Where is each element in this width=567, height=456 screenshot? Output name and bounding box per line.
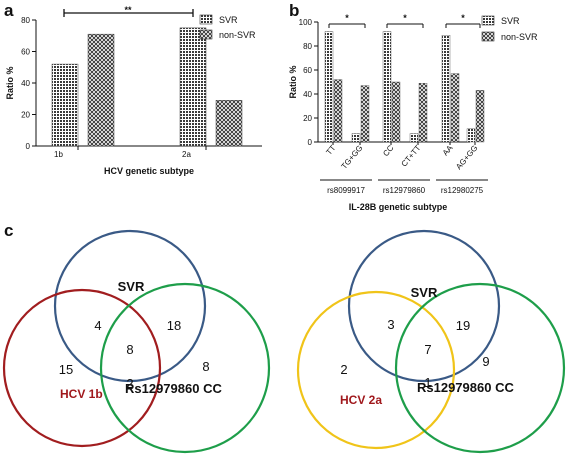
panel-a-letter: a bbox=[4, 1, 14, 20]
chart-b-group-label: rs12979860 bbox=[383, 186, 426, 195]
chart-a-ylabel: Ratio % bbox=[5, 66, 15, 99]
venn-2-count-hcv-only: 2 bbox=[340, 362, 347, 377]
venn-2-count-hcv-rs: 1 bbox=[424, 375, 431, 390]
venn-1-count-svr-hcv: 4 bbox=[94, 318, 101, 333]
chart-b-ytick-label: 80 bbox=[303, 42, 312, 51]
chart-a-ytick-label: 0 bbox=[26, 142, 31, 151]
venn-2-rs-label: Rs12979860 CC bbox=[417, 380, 514, 395]
venn-diagram-1b: SVR 4 18 8 15 2 8 HCV 1b Rs12979860 CC bbox=[2, 229, 271, 454]
chart-a-bar-2a-svr bbox=[179, 27, 207, 147]
chart-a-xtick-label: 1b bbox=[54, 150, 63, 159]
venn-2-rs-circle bbox=[394, 282, 566, 454]
venn-2-count-svr-rs: 19 bbox=[456, 318, 470, 333]
chart-b-xtick-label: AA bbox=[441, 143, 455, 157]
panel-b-letter: b bbox=[289, 1, 299, 20]
legend-a-nonsvr-label: non-SVR bbox=[219, 30, 256, 40]
chart-a-sig-label: ** bbox=[124, 5, 132, 15]
legend-a-svr-label: SVR bbox=[219, 15, 238, 25]
chart-a-xtick-label: 2a bbox=[182, 150, 191, 159]
chart-a-xlabel: HCV genetic subtype bbox=[104, 166, 194, 176]
venn-1-count-svr-rs: 18 bbox=[167, 318, 181, 333]
chart-b-bar-AA-svr bbox=[441, 35, 451, 143]
chart-b-bar-CC-svr bbox=[382, 31, 392, 143]
venn-1-count-hcv-rs: 2 bbox=[126, 376, 133, 391]
legend-a-nonsvr-swatch bbox=[199, 29, 213, 40]
legend-b-svr-swatch bbox=[481, 15, 495, 26]
chart-b-sig-label: * bbox=[345, 13, 349, 23]
chart-b-group-label: rs12980275 bbox=[441, 186, 484, 195]
venn-1-hcv-label: HCV 1b bbox=[60, 387, 103, 401]
venn-diagram-2a: SVR 3 19 7 2 1 9 HCV 2a Rs12979860 CC bbox=[296, 229, 566, 454]
chart-b-xtick-label: TG+GG bbox=[339, 144, 364, 171]
chart-b-xtick-label: TT bbox=[324, 143, 337, 156]
venn-2-count-all: 7 bbox=[424, 342, 431, 357]
legend-a-svr-swatch bbox=[199, 14, 213, 25]
chart-a-ytick-label: 60 bbox=[21, 48, 30, 57]
chart-a-ytick-label: 80 bbox=[21, 16, 30, 25]
chart-a-legend: SVR non-SVR bbox=[199, 14, 256, 40]
legend-b-nonsvr-label: non-SVR bbox=[501, 32, 538, 42]
venn-1-rs-circle bbox=[99, 282, 271, 454]
chart-b-legend: SVR non-SVR bbox=[481, 15, 538, 42]
chart-b-bar-TT-svr bbox=[324, 31, 334, 143]
chart-b-bar-AG-GG-non-svr bbox=[475, 90, 485, 143]
chart-a: 0 20 40 60 80 1b 2a Ratio % HCV genetic subty… bbox=[5, 5, 262, 176]
chart-b-bar-AA-non-svr bbox=[450, 73, 460, 143]
chart-b-ytick-label: 0 bbox=[308, 138, 313, 147]
chart-b-bar-TG-GG-non-svr bbox=[360, 85, 370, 143]
chart-b-bar-CC-non-svr bbox=[391, 81, 401, 143]
venn-1-count-rs-only: 8 bbox=[202, 359, 209, 374]
chart-b-bar-AG-GG-svr bbox=[466, 128, 476, 143]
chart-b-sig-label: * bbox=[461, 13, 465, 23]
chart-b-ytick-label: 40 bbox=[303, 90, 312, 99]
venn-1-svr-circle bbox=[53, 229, 207, 383]
chart-b-ytick-label: 60 bbox=[303, 66, 312, 75]
chart-b-xtick-label: CC bbox=[381, 143, 395, 158]
chart-b-xtick-label: AG+GG bbox=[454, 144, 479, 172]
chart-b: 0 20 40 60 80 100 TT TG+GG CC CT+TT AA AG+GG rs809… bbox=[288, 13, 538, 212]
venn-2-svr-circle bbox=[347, 229, 501, 383]
venn-2-hcv-label: HCV 2a bbox=[340, 393, 382, 407]
chart-b-ytick-label: 100 bbox=[299, 18, 313, 27]
venn-2-svr-label: SVR bbox=[411, 285, 438, 300]
chart-b-xtick-label: CT+TT bbox=[399, 143, 422, 168]
chart-a-ytick-label: 20 bbox=[21, 111, 30, 120]
venn-1-rs-label: Rs12979860 CC bbox=[125, 381, 222, 396]
chart-b-bar-TT-non-svr bbox=[333, 79, 343, 143]
chart-a-bar-1b-svr bbox=[51, 63, 79, 147]
venn-2-count-svr-hcv: 3 bbox=[387, 317, 394, 332]
venn-1-svr-label: SVR bbox=[118, 279, 145, 294]
venn-2-hcv-circle bbox=[296, 290, 456, 450]
chart-b-bar-CT-TT-non-svr bbox=[418, 82, 428, 143]
chart-b-sig-label: * bbox=[403, 13, 407, 23]
chart-a-bar-2a-non-svr bbox=[215, 100, 243, 147]
venn-2-count-rs-only: 9 bbox=[482, 354, 489, 369]
legend-b-nonsvr-swatch bbox=[481, 31, 495, 42]
chart-b-xlabel: IL-28B genetic subtype bbox=[349, 202, 448, 212]
chart-b-group-label: rs8099917 bbox=[327, 186, 365, 195]
chart-a-bar-1b-non-svr bbox=[87, 33, 115, 147]
chart-b-ytick-label: 20 bbox=[303, 114, 312, 123]
chart-b-ylabel: Ratio % bbox=[288, 65, 298, 98]
chart-b-bar-CT-TT-svr bbox=[409, 133, 419, 143]
panel-c-letter: c bbox=[4, 221, 13, 240]
venn-1-hcv-circle bbox=[2, 288, 162, 448]
legend-b-svr-label: SVR bbox=[501, 16, 520, 26]
venn-1-count-hcv-only: 15 bbox=[59, 362, 73, 377]
chart-b-bar-TG-GG-svr bbox=[351, 133, 361, 143]
chart-a-ytick-label: 40 bbox=[21, 79, 30, 88]
venn-1-count-all: 8 bbox=[126, 342, 133, 357]
